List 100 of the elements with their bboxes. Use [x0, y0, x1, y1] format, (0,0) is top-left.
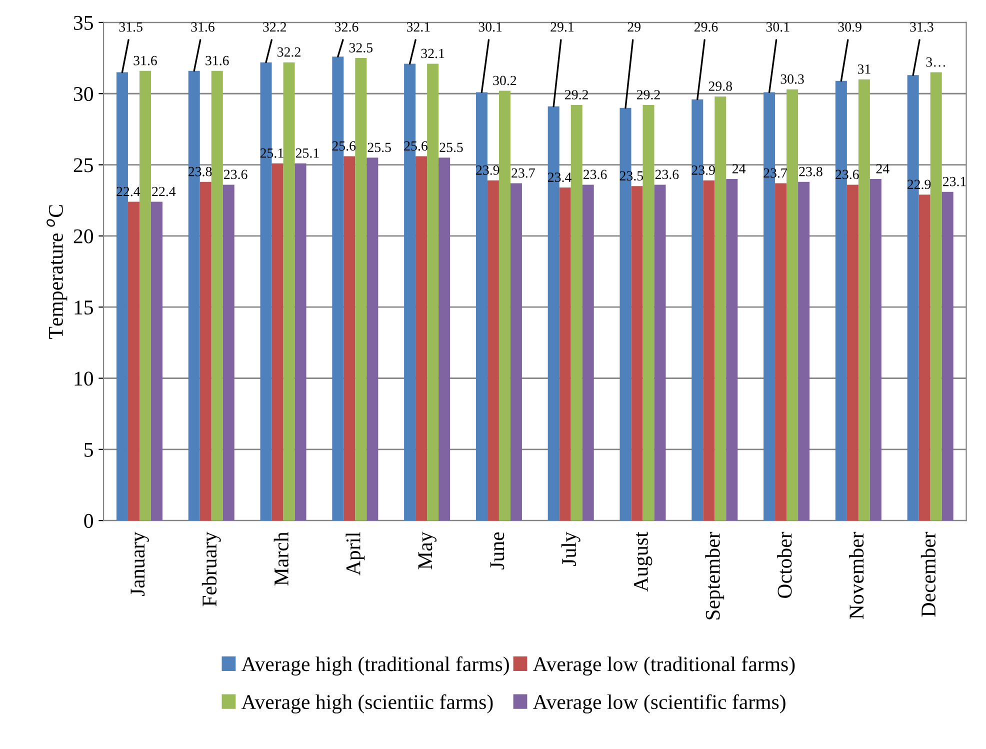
y-tick-label: 25: [74, 158, 93, 172]
data-label: 29.8: [708, 82, 732, 91]
legend-label: Average high (traditional farms): [241, 656, 509, 676]
bar: [438, 158, 450, 521]
bar: [498, 90, 510, 521]
bar: [510, 183, 522, 521]
data-label: 32.2: [263, 22, 286, 32]
bar: [582, 184, 594, 521]
data-label: 31.6: [134, 56, 157, 66]
y-tick-label: 30: [74, 87, 94, 102]
bar: [726, 179, 738, 521]
data-label: 29.1: [550, 22, 574, 32]
legend-label: Average low (scientific farms): [532, 694, 786, 714]
data-label: 23.9: [692, 166, 715, 175]
data-label: 24: [876, 164, 890, 174]
bar: [416, 156, 428, 521]
bar: [918, 194, 930, 521]
x-tick-label: February: [202, 532, 221, 606]
y-tick-label: 20: [74, 229, 94, 244]
bar: [642, 105, 654, 521]
bar: [128, 202, 140, 521]
data-label: 31.6: [191, 22, 214, 32]
x-tick-label: June: [490, 532, 504, 570]
x-tick-label: May: [418, 532, 437, 570]
data-label: 3…: [926, 57, 946, 67]
data-label: 30.3: [780, 74, 804, 84]
data-label: 23.8: [799, 166, 822, 176]
bar: [798, 182, 810, 521]
data-label: 31.3: [910, 22, 934, 32]
bar: [703, 180, 715, 521]
data-label: 22.4: [116, 186, 140, 196]
bar: [211, 70, 223, 521]
data-label: 30.2: [493, 76, 516, 86]
bar: [150, 202, 162, 521]
data-label: 23.9: [476, 166, 500, 175]
bar: [654, 184, 666, 521]
y-tick-label: 35: [74, 16, 93, 30]
bar: [355, 58, 367, 521]
bar: [283, 62, 295, 521]
data-label: 25.1: [296, 148, 319, 158]
data-label: 32.1: [421, 48, 444, 58]
data-label: 23.5: [620, 171, 644, 181]
data-label: 30.1: [478, 22, 502, 32]
data-label: 25.6: [332, 141, 356, 151]
bar: [427, 64, 439, 521]
data-label: 29.6: [694, 22, 718, 32]
x-tick-label: November: [848, 532, 864, 619]
x-tick-label: August: [634, 532, 652, 592]
bar: [930, 72, 942, 521]
data-label: 23.1: [942, 176, 966, 186]
bar: [942, 192, 954, 521]
x-tick-label: September: [705, 532, 724, 620]
data-label: 32.6: [335, 22, 358, 32]
bar: [366, 158, 378, 521]
bar: [139, 70, 151, 521]
legend-label: Average high (scientiic farms): [241, 694, 493, 714]
data-label: 32.5: [349, 43, 373, 53]
data-label: 23.7: [764, 168, 787, 178]
x-tick-label: April: [346, 532, 365, 576]
bar: [846, 184, 858, 521]
legend-label: Average low (traditional farms): [532, 656, 795, 676]
x-tick-label: December: [920, 532, 936, 617]
bar: [344, 156, 356, 521]
data-label: 25.1: [260, 148, 284, 158]
x-tick-label: January: [130, 532, 149, 596]
data-label: 23.6: [584, 170, 607, 180]
data-label: 25.5: [368, 142, 391, 152]
data-label: 30.9: [838, 22, 862, 32]
y-tick-label: 5: [84, 442, 93, 457]
bar: [559, 188, 571, 521]
bar: [714, 96, 726, 521]
data-label: 22.4: [152, 186, 176, 196]
bar: [272, 163, 284, 521]
data-label: 32.2: [278, 47, 300, 57]
bar: [775, 183, 787, 521]
bar: [222, 184, 234, 521]
data-label: 23.7: [512, 168, 535, 178]
y-tick-label: 15: [74, 300, 93, 315]
data-label: 32.1: [406, 22, 430, 32]
bar: [294, 163, 306, 521]
y-tick-label: 10: [74, 372, 94, 386]
x-tick-label: March: [274, 532, 288, 586]
data-label: 29.2: [565, 90, 588, 100]
bar: [200, 182, 212, 521]
data-label: 30.1: [766, 22, 790, 32]
data-label: 31.5: [119, 22, 142, 32]
y-tick-label: 0: [84, 514, 94, 528]
data-label: 23.6: [224, 170, 248, 180]
data-label: 24: [732, 164, 746, 174]
data-label: 29.2: [636, 90, 660, 100]
bar: [631, 186, 643, 521]
data-label: 31.6: [206, 56, 229, 66]
data-label: 25.6: [404, 141, 428, 151]
bar: [570, 105, 582, 521]
y-axis-title: Temperature $^{o}$C: [46, 205, 68, 339]
x-tick-label: October: [777, 532, 792, 598]
bar: [786, 89, 798, 521]
data-label: 25.5: [440, 142, 463, 152]
x-tick-label: July: [561, 532, 580, 566]
bar: [858, 79, 870, 521]
